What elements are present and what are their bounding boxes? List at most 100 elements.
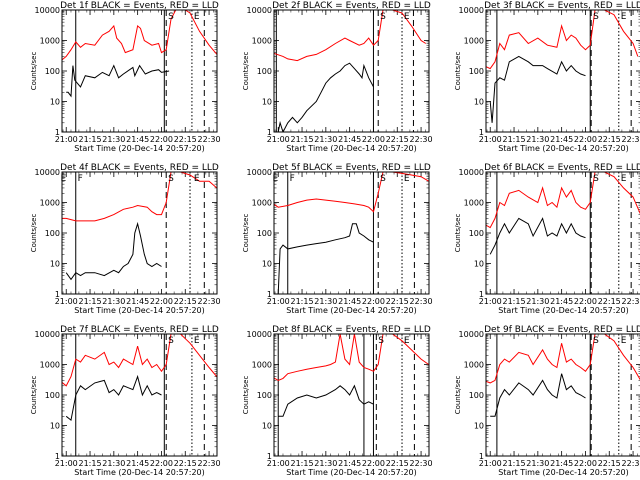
x-tick-label: 22:15: [386, 297, 409, 306]
y-tick-label: 1: [479, 128, 484, 137]
time-marker-letter: S: [593, 336, 599, 346]
x-tick-label: 21:15: [503, 135, 526, 144]
x-tick-label: 22:15: [174, 135, 197, 144]
y-tick-label: 10: [474, 98, 484, 107]
y-tick-label: 1: [479, 452, 484, 461]
time-marker-letter: S: [168, 174, 174, 184]
time-marker-letter: S: [593, 12, 599, 22]
y-tick-label: 10000: [247, 168, 272, 177]
y-tick-label: 1000: [40, 37, 60, 46]
y-tick-label: 1000: [464, 37, 484, 46]
x-tick-label: 21:30: [102, 297, 125, 306]
panel-title: Det 9f BLACK = Events, RED = LLD: [484, 325, 640, 335]
lld-series-line: [486, 10, 639, 70]
chart-panel: Det 5f BLACK = Events, RED = LLD Counts/s…: [242, 163, 433, 315]
x-tick-label: 21:15: [503, 297, 526, 306]
x-tick-label: 21:15: [79, 459, 102, 468]
y-tick-label: 1000: [40, 361, 60, 370]
lld-series-line: [486, 334, 640, 384]
x-tick-label: 22:15: [174, 297, 197, 306]
plot-frame: [61, 171, 218, 295]
x-tick-label: 21:45: [550, 135, 573, 144]
plot-area: [486, 172, 640, 294]
time-marker-letter: S: [168, 12, 174, 22]
time-marker-letter: S: [168, 336, 174, 346]
x-tick-label: 22:30: [622, 297, 640, 306]
chart-panel: Det 7f BLACK = Events, RED = LLD Counts/s…: [30, 325, 221, 477]
events-series-line: [65, 374, 162, 422]
y-tick-label: 1000: [252, 199, 272, 208]
lld-series-line: [274, 172, 429, 213]
x-tick-label: 21:00: [55, 135, 78, 144]
time-marker-letter: E: [61, 174, 67, 184]
x-tick-label: 21:30: [526, 135, 549, 144]
x-tick-label: 21:15: [291, 459, 314, 468]
time-marker-letter: E: [621, 174, 627, 184]
time-marker-letter: F: [290, 174, 295, 184]
y-tick-label: 100: [257, 391, 272, 400]
chart-panel: Det 6f BLACK = Events, RED = LLD Counts/s…: [454, 163, 640, 315]
y-axis-label: Counts/sec: [242, 52, 250, 91]
panel-title: Det 5f BLACK = Events, RED = LLD: [272, 163, 431, 173]
time-marker-letter: E: [404, 336, 410, 346]
x-tick-label: 22:30: [410, 135, 433, 144]
x-tick-label: 21:00: [479, 459, 502, 468]
x-tick-label: 22:00: [150, 135, 173, 144]
x-tick-label: 22:30: [622, 135, 640, 144]
x-tick-label: 21:30: [102, 459, 125, 468]
x-tick-label: 21:30: [314, 297, 337, 306]
x-tick-label: 21:15: [79, 297, 102, 306]
events-series-line: [277, 223, 374, 294]
x-axis-label: Start Time (20-Dec-14 20:57:20): [498, 468, 629, 477]
y-tick-label: 1: [267, 128, 272, 137]
x-tick-label: 21:30: [526, 297, 549, 306]
x-tick-label: 21:45: [126, 135, 149, 144]
x-tick-label: 22:30: [410, 297, 433, 306]
x-tick-label: 22:00: [150, 459, 173, 468]
panel-title: Det 7f BLACK = Events, RED = LLD: [60, 325, 219, 335]
y-tick-label: 100: [469, 391, 484, 400]
panel-title: Det 4f BLACK = Events, RED = LLD: [60, 163, 219, 173]
time-marker-letter: F: [78, 174, 83, 184]
y-tick-label: 10000: [459, 6, 484, 15]
x-tick-label: 22:00: [150, 297, 173, 306]
plot-frame: [61, 9, 218, 133]
x-axis-label: Start Time (20-Dec-14 20:57:20): [74, 468, 205, 477]
y-axis-label: Counts/sec: [242, 376, 250, 415]
y-tick-label: 10: [50, 98, 60, 107]
y-tick-label: 10000: [35, 6, 60, 15]
x-tick-label: 22:30: [198, 135, 221, 144]
y-axis-label: Counts/sec: [454, 52, 462, 91]
x-tick-label: 21:15: [79, 135, 102, 144]
lld-series-line: [486, 172, 640, 229]
x-tick-label: 21:00: [55, 297, 78, 306]
events-series-line: [65, 221, 162, 281]
y-tick-label: 1000: [464, 361, 484, 370]
panel-title: Det 2f BLACK = Events, RED = LLD: [272, 1, 431, 11]
y-tick-label: 10: [50, 422, 60, 431]
events-series-line: [490, 373, 586, 417]
chart-panel: Det 3f BLACK = Events, RED = LLD Counts/s…: [454, 1, 640, 153]
y-tick-label: 1: [267, 290, 272, 299]
x-tick-label: 21:45: [338, 459, 361, 468]
x-tick-label: 22:00: [362, 135, 385, 144]
y-tick-label: 100: [257, 229, 272, 238]
y-tick-label: 1: [267, 452, 272, 461]
plot-frame: [61, 333, 218, 457]
chart-panel: Det 1f BLACK = Events, RED = LLD Counts/s…: [30, 1, 221, 153]
plot-area: [62, 172, 217, 294]
lld-series-line: [62, 10, 217, 61]
time-marker-letter: E: [404, 174, 410, 184]
y-tick-label: 10: [262, 422, 272, 431]
x-tick-label: 21:00: [479, 297, 502, 306]
y-tick-label: 1: [55, 452, 60, 461]
chart-panel: Det 4f BLACK = Events, RED = LLD Counts/s…: [30, 163, 221, 315]
x-tick-label: 21:45: [338, 135, 361, 144]
plot-area: [486, 10, 639, 132]
x-tick-label: 21:45: [338, 297, 361, 306]
y-tick-label: 1000: [40, 199, 60, 208]
time-marker-letter: E: [273, 174, 279, 184]
x-tick-label: 22:00: [574, 135, 597, 144]
y-tick-label: 1: [479, 290, 484, 299]
y-tick-label: 1: [55, 290, 60, 299]
